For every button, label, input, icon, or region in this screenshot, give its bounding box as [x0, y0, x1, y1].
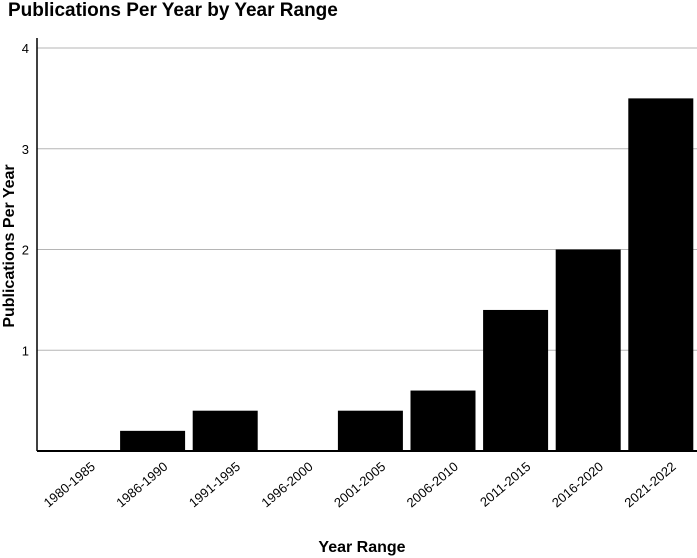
- y-tick-label: 3: [22, 142, 29, 157]
- x-tick-label: 1996-2000: [258, 459, 315, 510]
- x-tick-label: 1980-1985: [41, 459, 98, 510]
- x-tick-label: 1991-1995: [186, 459, 243, 510]
- chart-title: Publications Per Year by Year Range: [8, 0, 338, 21]
- bar: [483, 309, 549, 451]
- x-tick-label: 1986-1990: [113, 459, 170, 510]
- bar: [337, 410, 403, 451]
- bar: [410, 390, 476, 451]
- x-axis-title: Year Range: [318, 539, 405, 556]
- x-tick-label: 2001-2005: [331, 459, 388, 510]
- x-tick-label: 2021-2022: [621, 459, 678, 510]
- y-tick-label: 1: [22, 343, 29, 358]
- bars: [120, 98, 694, 451]
- y-tick-label: 2: [22, 243, 29, 258]
- y-tick-labels: 1 2 3 4: [22, 41, 29, 358]
- bar: [628, 98, 694, 451]
- y-tick-label: 4: [22, 41, 29, 56]
- x-tick-label: 2011-2015: [477, 459, 534, 510]
- bar: [120, 430, 186, 451]
- bar: [192, 410, 258, 451]
- x-tick-label: 2016-2020: [549, 459, 606, 510]
- x-tick-labels: 1980-1985 1986-1990 1991-1995 1996-2000 2001…: [41, 459, 679, 510]
- y-axis-title: Publications Per Year: [1, 164, 18, 327]
- x-tick-label: 2006-2010: [404, 459, 461, 510]
- bar: [555, 249, 621, 451]
